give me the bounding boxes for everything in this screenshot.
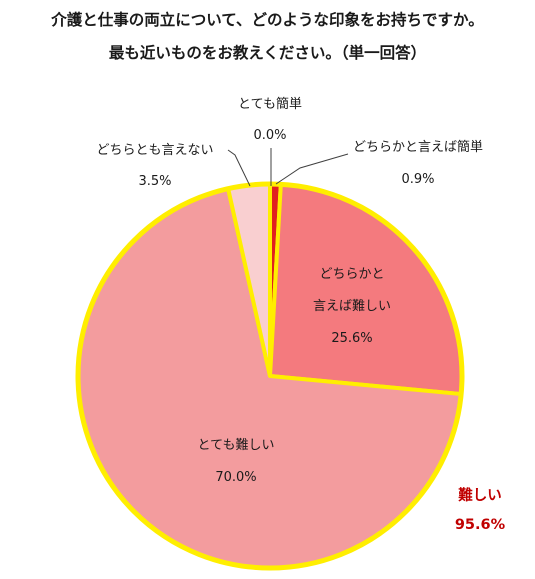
total-annotation-value: 95.6% bbox=[455, 517, 506, 533]
slice-2 bbox=[268, 182, 464, 397]
slice-label-0: とても簡単 bbox=[238, 96, 302, 112]
slice-value-2: 25.6% bbox=[331, 331, 372, 346]
slice-value-0: 0.0% bbox=[253, 128, 286, 143]
slice-label-3: とても難しい bbox=[198, 438, 275, 453]
slice-label-4: どちらとも言えない bbox=[96, 143, 213, 158]
pie-outline bbox=[75, 181, 465, 571]
slice-value-4: 3.5% bbox=[138, 174, 171, 189]
leader-line-1 bbox=[275, 153, 349, 185]
slice-label-1: どちらかと言えば簡単 bbox=[353, 139, 483, 155]
chart-title-line1: 介護と仕事の両立について、どのような印象をお持ちですか。 bbox=[51, 11, 484, 29]
slice-value-1: 0.9% bbox=[401, 172, 434, 187]
slice-label-2-line1: どちらかと bbox=[319, 267, 384, 282]
leader-line-4 bbox=[227, 149, 251, 187]
slice-label-2-line2: 言えば難しい bbox=[313, 299, 391, 314]
chart-title-line2: 最も近いものをお教えください。（単一回答） bbox=[108, 44, 427, 62]
slice-value-3: 70.0% bbox=[215, 470, 256, 485]
total-annotation-label: 難しい bbox=[458, 486, 502, 504]
